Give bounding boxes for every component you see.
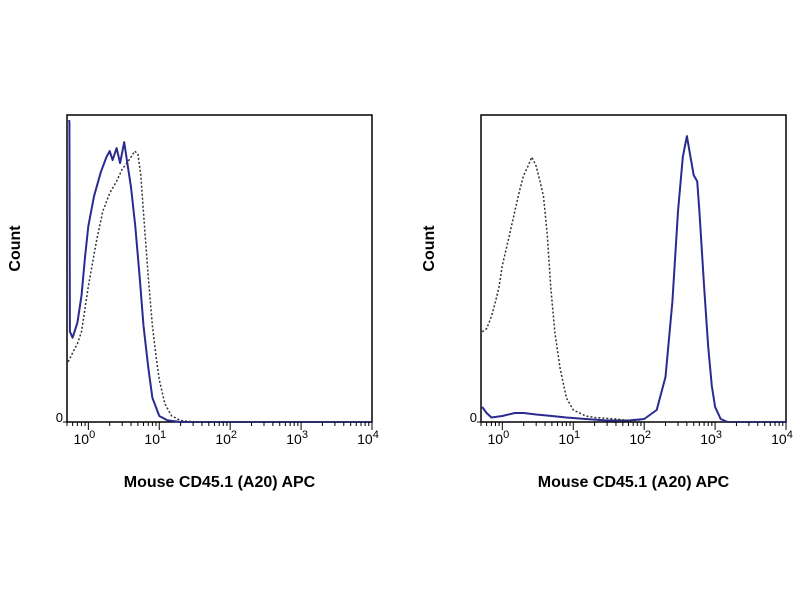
y-axis-label: Count [421, 225, 438, 272]
y-axis-label: Count [7, 225, 24, 272]
x-tick-label: 101 [144, 429, 166, 447]
y-tick-label: 0 [56, 410, 63, 425]
x-tick-label: 100 [73, 429, 95, 447]
dotted-series-line [67, 150, 372, 423]
x-tick-label: 102 [215, 429, 237, 447]
dotted-series-line [481, 156, 786, 423]
solid-series-line [68, 120, 372, 423]
x-axis-label: Mouse CD45.1 (A20) APC [124, 474, 316, 491]
x-tick-label: 100 [487, 429, 509, 447]
x-tick-label: 102 [629, 429, 651, 447]
x-tick-label: 103 [286, 429, 308, 447]
chart-panel-2: 100 101 102 103 104 0 Mouse CD45.1 (A20) APC Co… [421, 114, 793, 491]
chart-panel-1: 100 101 102 103 104 0 Mouse CD45.1 (A20) APC Co… [7, 114, 379, 491]
y-tick-label: 0 [470, 410, 477, 425]
x-tick-label: 103 [700, 429, 722, 447]
x-axis-label: Mouse CD45.1 (A20) APC [538, 474, 730, 491]
solid-series-line [481, 135, 786, 423]
plot-frame [480, 114, 787, 423]
x-tick-label: 104 [357, 429, 379, 447]
x-tick-label: 104 [771, 429, 793, 447]
x-tick-label: 101 [558, 429, 580, 447]
